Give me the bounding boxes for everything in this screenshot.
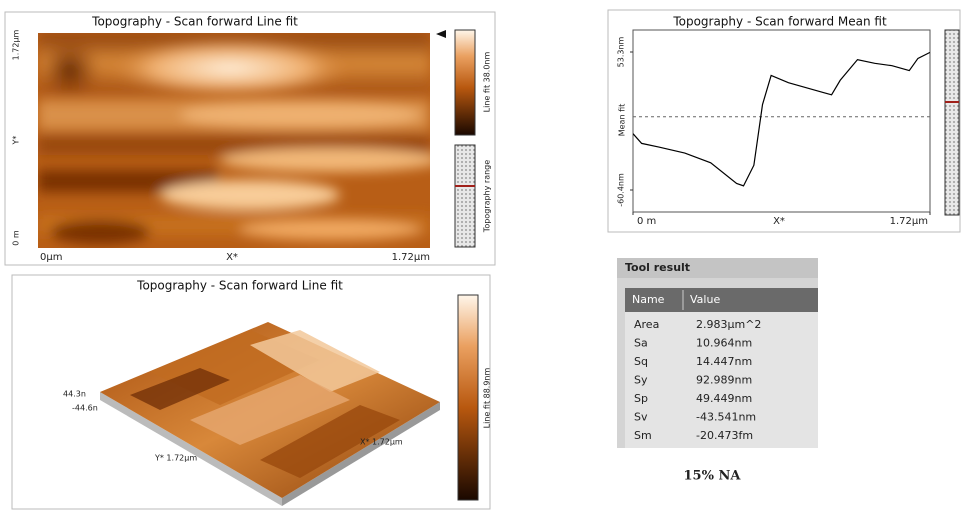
figure: Topography - Scan forward Line fit 1.72µ… [0, 0, 969, 511]
x-axis-label: X* [773, 216, 785, 227]
range-label: Topography range [483, 160, 492, 233]
axis-label: Y* 1.72µm [154, 454, 197, 463]
table-cell: Sa [634, 337, 648, 350]
x-label: 0µm [40, 252, 62, 263]
panel-title: Topography - Scan forward Line fit [91, 15, 298, 29]
table-cell: Sq [634, 355, 648, 368]
table-cell: Sp [634, 392, 648, 405]
table-cell: 14.447nm [696, 355, 752, 368]
caption: 15% NA [684, 469, 742, 484]
panel-title: Topography - Scan forward Line fit [136, 279, 343, 293]
page: { "panels": { "topo_2d": { "title": "Top… [0, 0, 969, 511]
range-bar [945, 30, 959, 215]
table-cell: 92.989nm [696, 374, 752, 387]
column-header: Value [690, 293, 720, 306]
z-label: 44.3n [63, 390, 86, 399]
column-header: Name [632, 293, 665, 306]
y-axis-label: Mean fit [618, 104, 627, 137]
table-cell: Sm [634, 429, 652, 442]
colorbar [455, 30, 475, 135]
colorbar [458, 295, 478, 500]
table-cell: -43.541nm [696, 411, 756, 424]
y-tick-label: 53.3nm [617, 36, 626, 67]
table-cell: -20.473fm [696, 429, 753, 442]
topography-image [38, 33, 440, 248]
plot-area [633, 30, 930, 212]
x-tick-label: 0 m [637, 216, 656, 227]
table-cell: 2.983µm^2 [696, 318, 761, 331]
panel-title: Topography - Scan forward Mean fit [672, 15, 887, 29]
y-tick-label: -60.4nm [617, 173, 626, 207]
table-cell: Sv [634, 411, 648, 424]
x-label: 1.72µm [392, 252, 430, 263]
y-label: 1.72µm [12, 29, 21, 60]
axis-label: X* 1.72µm [360, 438, 403, 447]
table-cell: Sy [634, 374, 648, 387]
table-cell: 49.449nm [696, 392, 752, 405]
table-cell: Area [634, 318, 659, 331]
table-cell: 10.964nm [696, 337, 752, 350]
colorbar-label: Line fit 88.9nm [483, 367, 492, 428]
range-bar [455, 145, 475, 247]
x-tick-label: 1.72µm [890, 216, 928, 227]
tool-result-title: Tool result [625, 261, 690, 274]
colorbar-label: Line fit 38.0nm [483, 51, 492, 112]
x-label: X* [226, 252, 238, 263]
z-label: -44.6n [72, 404, 98, 413]
y-label: Y* [12, 136, 21, 146]
y-label: 0 m [12, 230, 21, 246]
